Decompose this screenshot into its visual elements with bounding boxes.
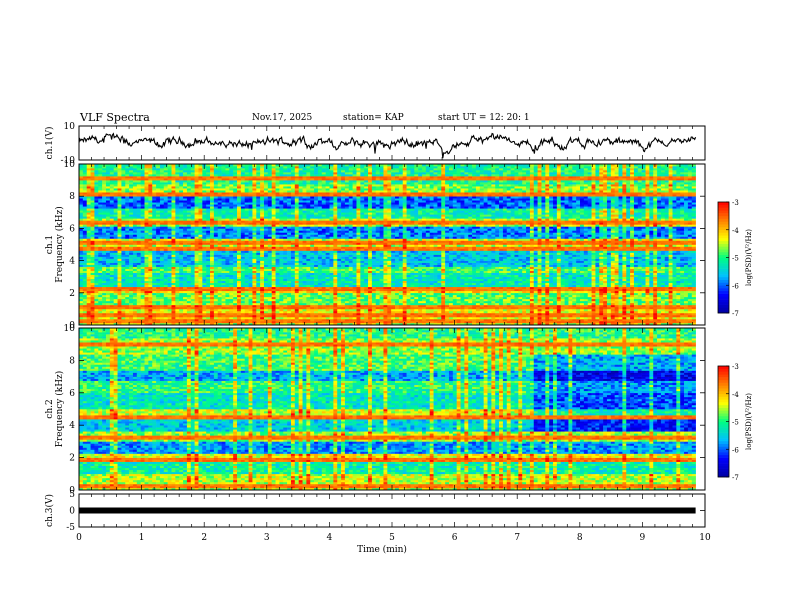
ch2-spectrogram-ytick-label-5: 10	[64, 324, 76, 334]
ch2-spectrogram-cb-label-3: -6	[732, 446, 739, 454]
ch1-spectrogram-cb-title: log(PSD)(V²/Hz)	[745, 229, 753, 286]
ch3-waveform-ytick-label-2: -5	[66, 523, 75, 533]
vlf-figure: 10-10ch.1(V) 0246810ch.1 Frequency (kHz) …	[0, 0, 792, 612]
ch1-spectrogram-cb-label-3: -6	[732, 282, 739, 290]
xtick-label-1: 1	[139, 533, 145, 543]
ch1-spectrogram-cb-label-4: -7	[732, 310, 739, 318]
xtick-label-8: 8	[577, 533, 583, 543]
ch2-spectrogram-cb-title: log(PSD)(V²/Hz)	[745, 393, 753, 450]
ch1-spectrogram-cb-label-2: -5	[732, 255, 739, 263]
xtick-label-7: 7	[514, 533, 520, 543]
ch2-spectrogram-ylabel-0: ch.2	[45, 399, 55, 418]
ch3-waveform-ytick-label-0: 5	[69, 490, 75, 500]
ch2-spectrogram-cb-label-0: -3	[732, 363, 739, 371]
ch1-spectrogram-ytick-label-3: 6	[69, 224, 75, 234]
ch3-series-line	[79, 508, 696, 514]
ch1-spectrogram-ytick-label-5: 10	[64, 160, 76, 170]
ch1-spectrogram-cb-label-0: -3	[732, 199, 739, 207]
ch2-spectrogram-ytick-label-3: 6	[69, 389, 75, 399]
xtick-label-10: 10	[699, 533, 711, 543]
ch3-waveform-ytick-label-1: 0	[69, 507, 75, 517]
ch2-spectrogram-ytick-label-1: 2	[69, 454, 75, 464]
ch1-spectrogram-ylabel-1: Frequency (kHz)	[54, 206, 65, 283]
ch1-waveform-ylabel-0: ch.1(V)	[44, 127, 55, 160]
ch1-spectrogram-cb-label-1: -4	[732, 227, 739, 235]
time-axis: 0 1 2 3 4 5 6 7 8 9 10 Time (min)	[76, 533, 711, 555]
ch1-colorbar: -3 -4 -5 -6 -7 log(PSD)(V²/Hz)	[718, 199, 753, 318]
ch2-spectrogram-ylabel-1: Frequency (kHz)	[54, 371, 65, 448]
ch2-spectrogram-cb-label-2: -5	[732, 419, 739, 427]
ch1-waveform-ytick-label-0: 10	[64, 122, 76, 132]
ch2-colorbar: -3 -4 -5 -6 -7 log(PSD)(V²/Hz)	[718, 363, 753, 482]
xtick-label-6: 6	[452, 533, 458, 543]
xaxis-title: Time (min)	[357, 544, 407, 555]
xtick-label-2: 2	[201, 533, 207, 543]
ch1-spectrogram-cells	[79, 164, 696, 325]
ch3-waveform-panel: 5 0 -5 ch.3(V)	[44, 490, 705, 533]
ch1-spectrogram-ytick-label-1: 2	[69, 289, 75, 299]
xtick-label-0: 0	[76, 533, 82, 543]
xtick-label-9: 9	[640, 533, 646, 543]
ch1-series-line	[79, 134, 696, 159]
xtick-label-3: 3	[264, 533, 270, 543]
ch1-spectrogram-ylabel-0: ch.1	[45, 235, 55, 254]
ch1-spectrogram-ytick-label-4: 8	[69, 192, 75, 202]
ch2-spectrogram-cells	[79, 328, 696, 490]
ch2-spectrogram-cb-label-4: -7	[732, 474, 739, 482]
xtick-label-4: 4	[327, 533, 333, 543]
ch2-spectrogram-cb-label-1: -4	[732, 391, 739, 399]
ch2-spectrogram-ytick-label-4: 8	[69, 356, 75, 366]
xtick-label-5: 5	[389, 533, 395, 543]
ch3-waveform-ylabel-0: ch.3(V)	[44, 494, 55, 527]
ch1-spectrogram-ytick-label-2: 4	[69, 257, 75, 267]
ch2-spectrogram-ytick-label-2: 4	[69, 421, 75, 431]
